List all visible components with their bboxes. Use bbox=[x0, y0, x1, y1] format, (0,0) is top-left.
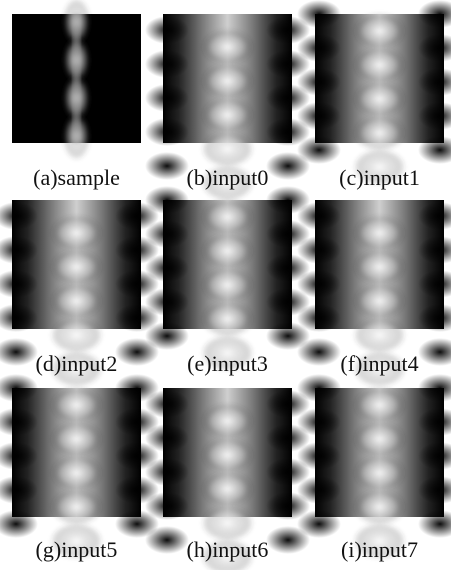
sinogram-lobe bbox=[51, 455, 103, 491]
sinogram-lobe bbox=[354, 455, 406, 491]
sinogram-gap bbox=[145, 16, 189, 44]
sinogram-gap bbox=[145, 322, 189, 350]
sinogram-lobe bbox=[51, 489, 103, 525]
page: (a)sample (b)input0 (c)input1 (d)input2 (e)i… bbox=[0, 0, 451, 570]
sinogram-gap bbox=[297, 102, 341, 130]
panel-caption: (h)input6 bbox=[187, 537, 269, 562]
sinogram-lobe bbox=[354, 47, 406, 83]
sinogram-core bbox=[73, 14, 81, 143]
panel: (e)input3 bbox=[145, 186, 310, 376]
sinogram-image bbox=[297, 374, 451, 559]
sinogram-lobe bbox=[354, 215, 406, 251]
sinogram-gap bbox=[297, 0, 341, 28]
sinogram-gap bbox=[145, 254, 189, 282]
panel: (b)input0 bbox=[145, 14, 310, 201]
panel-caption: (d)input2 bbox=[36, 351, 118, 376]
sinogram-lobe bbox=[202, 267, 254, 303]
panel-caption: (f)input4 bbox=[340, 351, 418, 376]
sinogram-lobe bbox=[354, 249, 406, 285]
sinogram-lobe bbox=[354, 13, 406, 49]
panel: (i)input7 bbox=[297, 374, 451, 562]
sinogram-gap bbox=[297, 338, 341, 366]
sinogram-lobe bbox=[202, 97, 254, 133]
sinogram-lobe bbox=[51, 421, 103, 457]
sinogram-lobe bbox=[202, 29, 254, 65]
sinogram-lobe bbox=[202, 131, 254, 167]
sinogram-lobe bbox=[202, 301, 254, 337]
sinogram-lobe bbox=[202, 437, 254, 473]
sinogram-gap bbox=[145, 84, 189, 112]
figure: (a)sample (b)input0 (c)input1 (d)input2 (e)i… bbox=[0, 0, 451, 570]
sinogram-image bbox=[297, 0, 451, 185]
sinogram-gap bbox=[145, 288, 189, 316]
sinogram-gap bbox=[297, 304, 341, 332]
sinogram-gap bbox=[145, 458, 189, 486]
sinogram-lobe bbox=[51, 249, 103, 285]
sinogram-gap bbox=[145, 390, 189, 418]
sinogram-gap bbox=[145, 492, 189, 520]
panel-caption: (g)input5 bbox=[36, 537, 118, 562]
sinogram-lobe bbox=[202, 233, 254, 269]
sinogram-gap bbox=[145, 118, 189, 146]
panel: (a)sample bbox=[12, 0, 141, 190]
sinogram-image bbox=[0, 374, 159, 559]
sinogram-gap bbox=[0, 338, 38, 366]
sinogram-lobe bbox=[202, 505, 254, 541]
sinogram-image bbox=[145, 186, 310, 371]
sinogram-gap bbox=[145, 424, 189, 452]
sinogram-gap bbox=[297, 34, 341, 62]
sinogram-gap bbox=[297, 202, 341, 230]
sinogram-gap bbox=[297, 442, 341, 470]
sinogram-gap bbox=[297, 236, 341, 264]
sinogram-gap bbox=[145, 152, 189, 180]
sinogram-lobe bbox=[51, 317, 103, 353]
panel: (h)input6 bbox=[145, 388, 310, 570]
sinogram-gap bbox=[297, 68, 341, 96]
sinogram-lobe bbox=[354, 283, 406, 319]
sinogram-image bbox=[12, 0, 141, 160]
panel: (g)input5 bbox=[0, 374, 159, 562]
sinogram-gap bbox=[297, 270, 341, 298]
sinogram-lobe bbox=[202, 63, 254, 99]
sinogram-gap bbox=[145, 220, 189, 248]
sinogram-gap bbox=[297, 408, 341, 436]
panel: (c)input1 bbox=[297, 0, 451, 190]
sinogram-lobe bbox=[202, 471, 254, 507]
sinogram-lobe bbox=[354, 421, 406, 457]
panel-caption: (a)sample bbox=[33, 165, 120, 190]
sinogram-gap bbox=[418, 338, 451, 366]
panel-caption: (c)input1 bbox=[339, 165, 420, 190]
sinogram-lobe bbox=[354, 317, 406, 353]
sinogram-gap bbox=[297, 476, 341, 504]
sinogram-gap bbox=[145, 526, 189, 554]
sinogram-lobe bbox=[51, 283, 103, 319]
sinogram-gap bbox=[297, 374, 341, 402]
panel: (d)input2 bbox=[0, 200, 159, 387]
sinogram-lobe bbox=[202, 199, 254, 235]
sinogram-lobe bbox=[354, 115, 406, 151]
sinogram-lobe bbox=[354, 387, 406, 423]
sinogram-lobe bbox=[51, 387, 103, 423]
panel-caption: (i)input7 bbox=[341, 537, 418, 562]
sinogram-lobe bbox=[202, 403, 254, 439]
sinogram-gap bbox=[297, 510, 341, 538]
panel-caption: (b)input0 bbox=[187, 165, 269, 190]
sinogram-gap bbox=[145, 186, 189, 214]
sinogram-lobe bbox=[354, 489, 406, 525]
panel: (f)input4 bbox=[297, 200, 451, 387]
sinogram-gap bbox=[145, 50, 189, 78]
sinogram-lobe bbox=[354, 81, 406, 117]
panel-caption: (e)input3 bbox=[187, 351, 268, 376]
sinogram-lobe bbox=[51, 215, 103, 251]
sinogram-gap bbox=[297, 136, 341, 164]
